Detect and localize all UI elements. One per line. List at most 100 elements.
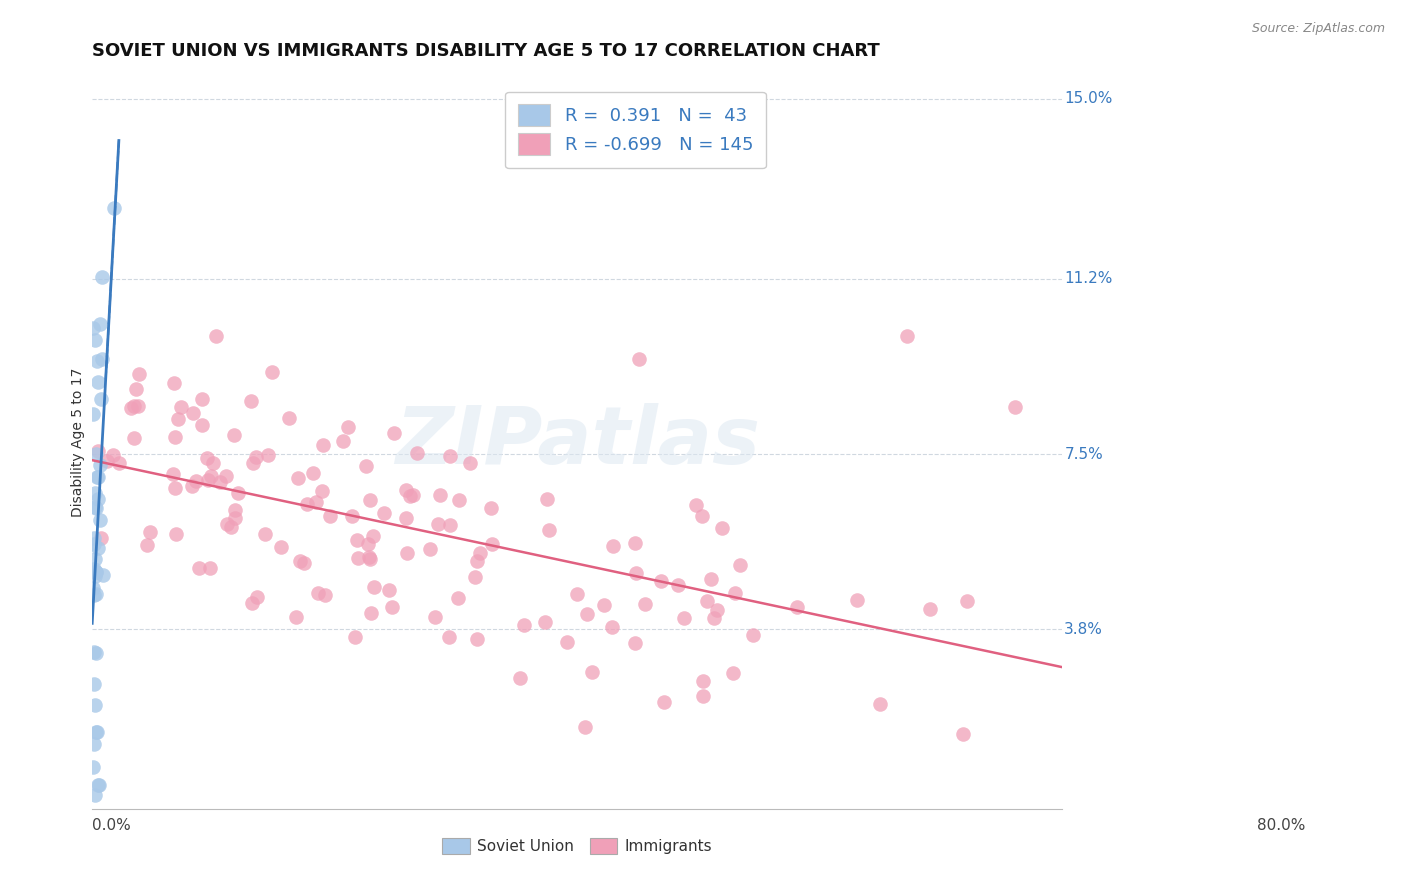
Point (167, 412, 190, 426)
Point (215, 469, 238, 483)
Point (86, 725, 108, 739)
Point (343, 630, 366, 644)
Point (87, 491, 110, 506)
Text: SOVIET UNION VS IMMIGRANTS DISABILITY AGE 5 TO 17 CORRELATION CHART: SOVIET UNION VS IMMIGRANTS DISABILITY AG… (93, 42, 880, 60)
Point (382, 425, 405, 440)
Point (458, 456, 481, 470)
Point (846, 592, 869, 607)
Point (127, 399, 149, 413)
Point (287, 471, 309, 485)
Point (465, 632, 488, 647)
Point (83, 644, 105, 658)
Text: Source: ZipAtlas.com: Source: ZipAtlas.com (1251, 22, 1385, 36)
Point (136, 538, 159, 552)
Point (120, 401, 142, 415)
Point (83, 698, 105, 713)
Point (215, 516, 238, 531)
Point (869, 698, 891, 712)
Point (377, 582, 399, 597)
Text: 0.0%: 0.0% (93, 818, 131, 833)
Point (89, 513, 111, 527)
Point (307, 585, 329, 599)
Point (83, 737, 105, 751)
Point (336, 420, 359, 434)
Point (666, 578, 689, 592)
Point (187, 560, 209, 574)
Text: 11.2%: 11.2% (1064, 271, 1112, 286)
Point (342, 508, 364, 523)
Point (165, 481, 187, 495)
Point (690, 509, 713, 524)
Point (692, 689, 714, 703)
Point (513, 618, 536, 632)
Point (896, 328, 918, 343)
Point (956, 594, 979, 608)
Point (138, 524, 160, 539)
Point (700, 572, 723, 586)
Point (284, 610, 307, 624)
Point (165, 526, 187, 541)
Point (90, 531, 112, 545)
Point (181, 406, 204, 420)
Point (128, 367, 150, 381)
Point (592, 599, 614, 613)
Point (90, 392, 112, 407)
Point (226, 485, 249, 500)
Point (278, 411, 301, 425)
Point (83, 531, 105, 545)
Point (84, 647, 107, 661)
Point (399, 489, 422, 503)
Point (191, 392, 214, 407)
Point (165, 430, 187, 444)
Point (1004, 400, 1026, 414)
Point (439, 449, 461, 463)
Point (89, 318, 111, 332)
Point (197, 473, 219, 487)
Point (292, 556, 315, 570)
Point (83, 569, 105, 583)
Point (721, 665, 744, 680)
Point (125, 382, 148, 396)
Point (224, 511, 246, 525)
Text: 7.5%: 7.5% (1064, 447, 1104, 461)
Point (83, 565, 105, 579)
Point (86, 469, 108, 483)
Point (184, 474, 207, 488)
Point (87, 779, 110, 793)
Point (82, 760, 104, 774)
Point (86, 541, 108, 555)
Point (373, 506, 395, 520)
Point (437, 630, 460, 644)
Point (87, 469, 110, 483)
Point (91, 568, 114, 582)
Point (239, 393, 262, 408)
Point (170, 400, 193, 414)
Point (89, 458, 111, 472)
Point (574, 720, 596, 734)
Point (359, 552, 381, 566)
Point (628, 352, 651, 367)
Point (83, 562, 105, 576)
Point (84, 587, 107, 601)
Point (122, 399, 145, 413)
Point (468, 546, 491, 560)
Point (87, 779, 110, 793)
Point (84, 725, 107, 739)
Point (346, 551, 368, 566)
Point (86, 353, 108, 368)
Point (741, 628, 763, 642)
Point (346, 533, 368, 547)
Point (465, 554, 488, 568)
Point (200, 469, 222, 483)
Point (311, 484, 333, 499)
Point (406, 446, 429, 460)
Text: 80.0%: 80.0% (1257, 818, 1305, 833)
Point (242, 456, 264, 470)
Point (626, 566, 648, 580)
Point (650, 574, 672, 588)
Point (534, 615, 557, 630)
Point (419, 541, 441, 556)
Point (83, 588, 105, 602)
Point (84, 486, 107, 500)
Point (395, 510, 418, 524)
